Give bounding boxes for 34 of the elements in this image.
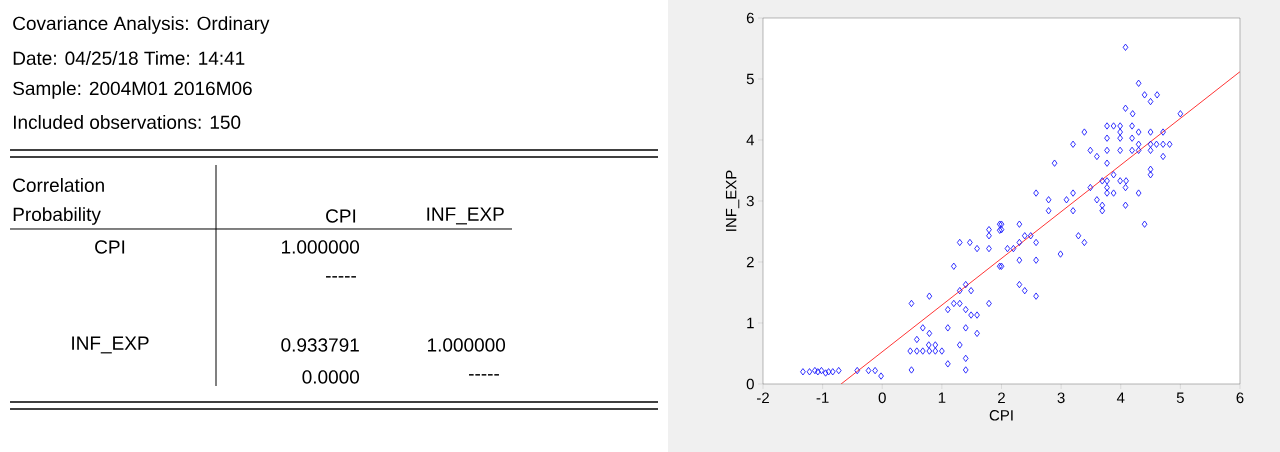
y-axis-title: INF_EXP: [725, 170, 740, 231]
x-tick-label: 2: [998, 392, 1005, 403]
x-tick-label: -2: [756, 392, 769, 403]
text: CPI: [326, 209, 356, 223]
y-tick-label: 3: [746, 195, 754, 207]
text: 1.000000: [282, 240, 360, 254]
text: Date: 04/25/18 Time: 14:41: [13, 51, 245, 65]
y-tick-label: 5: [746, 73, 754, 85]
text: INF_EXP: [72, 336, 149, 354]
x-tick-label: 6: [1236, 392, 1244, 404]
x-tick-label: 1: [938, 392, 946, 403]
text: 0.0000: [302, 370, 360, 384]
text: Correlation: [13, 178, 104, 192]
text: Sample: 2004M01 2016M06: [13, 81, 252, 99]
text: Included observations: 150: [13, 115, 241, 129]
x-tick-label: 4: [1116, 392, 1125, 403]
x-axis-title: CPI: [989, 410, 1013, 421]
y-tick-label: 1: [747, 317, 754, 329]
x-tick-label: 0: [878, 392, 886, 404]
y-tick-label: 6: [746, 12, 754, 24]
x-tick-label: -1: [816, 392, 829, 403]
text: INF_EXP: [427, 207, 504, 225]
text: 1.000000: [428, 338, 506, 352]
text: Covariance Analysis: Ordinary: [13, 16, 270, 34]
x-tick-label: 5: [1176, 392, 1184, 403]
text: Probability: [13, 207, 101, 225]
text: 0.933791: [281, 338, 359, 352]
x-tick-label: 3: [1057, 392, 1065, 404]
text: -----: [326, 276, 356, 278]
y-tick-label: 4: [746, 134, 755, 146]
text: CPI: [95, 240, 125, 254]
y-tick-label: 2: [746, 256, 754, 268]
y-tick-label: 0: [746, 378, 754, 390]
text: -----: [469, 374, 499, 376]
